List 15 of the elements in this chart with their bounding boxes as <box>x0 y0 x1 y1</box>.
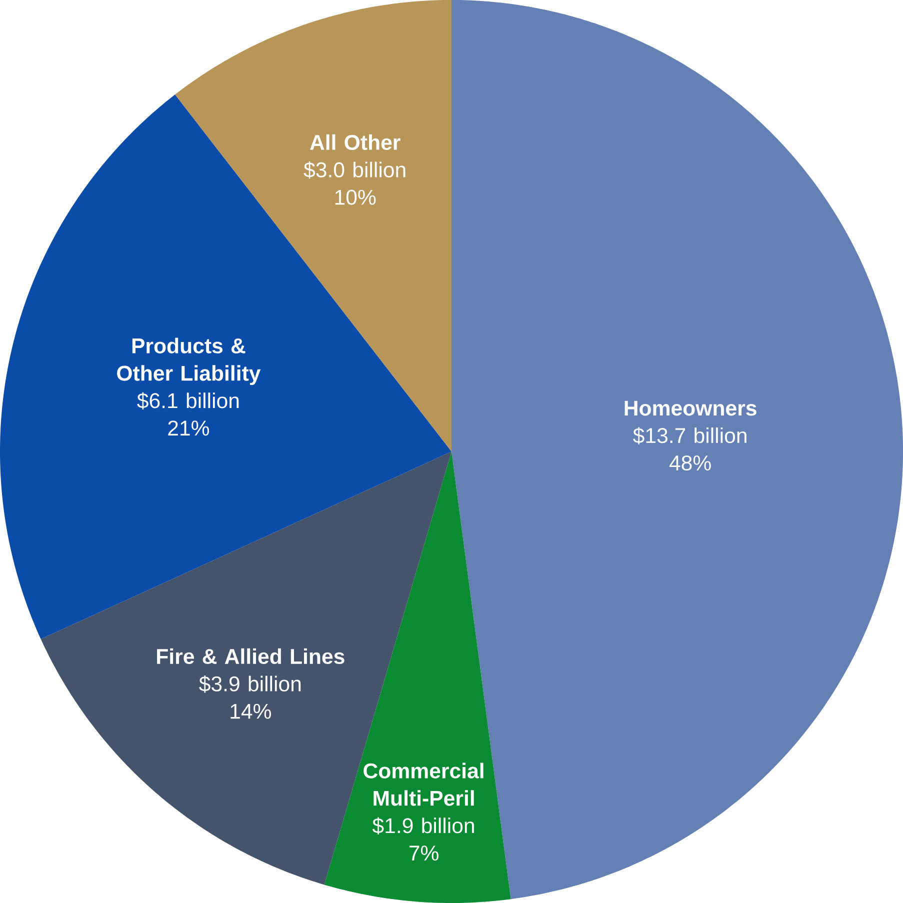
text: 7% <box>409 846 438 861</box>
slice-label: All Other <box>310 134 400 150</box>
data-label: $6.1 billion <box>137 392 239 410</box>
text: 10% <box>335 190 376 205</box>
text: 48% <box>669 455 711 471</box>
slice-label: Homeowners <box>624 400 756 416</box>
slice-label: Products & Other Liability <box>117 338 261 386</box>
data-label: $13.7 billion <box>633 427 746 444</box>
data-label: $3.9 billion <box>199 675 301 693</box>
slice-label: Fire & Allied Lines <box>157 648 344 664</box>
data-label: $3.0 billion <box>304 161 406 179</box>
text: 14% <box>230 704 271 719</box>
slice-label: Commercial Multi-Peril <box>364 762 484 806</box>
text: 21% <box>168 420 210 436</box>
data-label: $1.9 billion <box>372 817 474 835</box>
